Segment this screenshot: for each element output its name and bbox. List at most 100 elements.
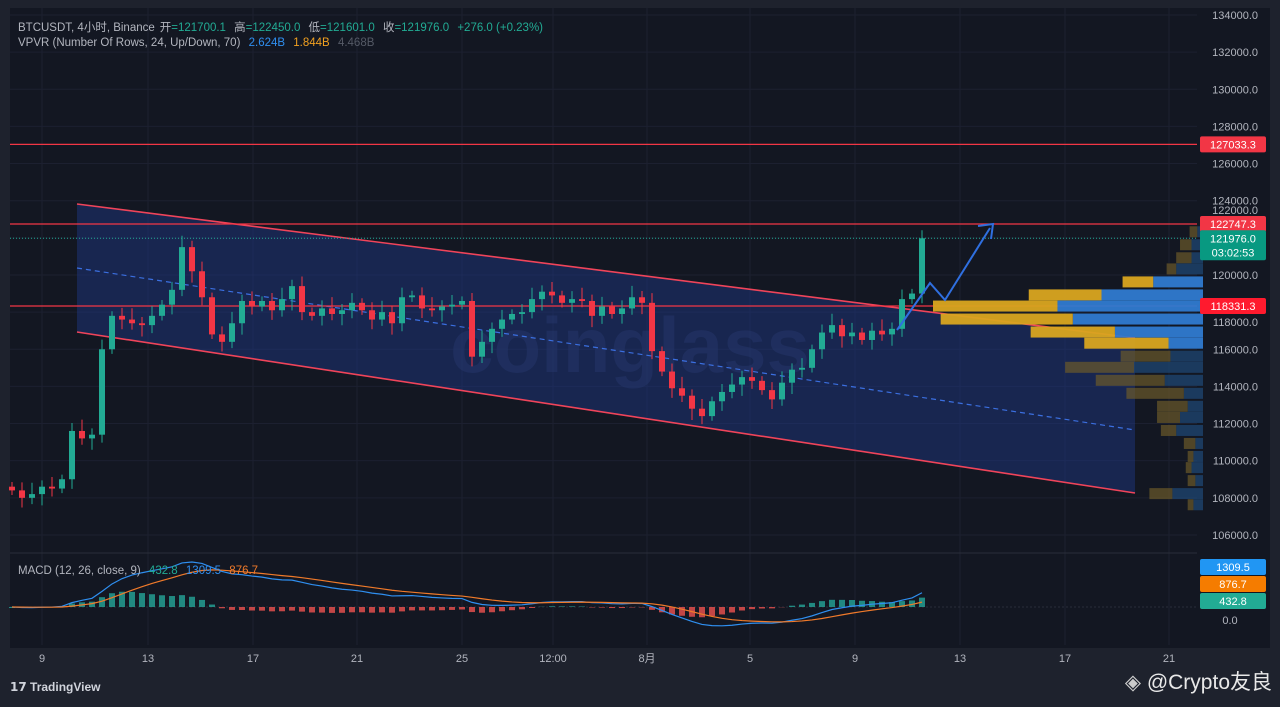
symbol-info: BTCUSDT, 4小时, Binance [18, 22, 155, 34]
vpvr-down-bar [1183, 437, 1196, 449]
macd-histogram-bar [749, 607, 755, 610]
macd-histogram-bar [89, 601, 95, 607]
macd-line [11, 561, 923, 627]
vpvr-down-bar [1120, 350, 1171, 362]
macd-histogram-bar [849, 600, 855, 607]
vpvr-up-bar [1183, 387, 1203, 399]
candle-body [849, 332, 855, 337]
candle-body [269, 300, 275, 311]
x-tick-label: 9 [39, 653, 45, 665]
y-tick-label: 128000.0 [1212, 121, 1258, 133]
candle-body [689, 395, 695, 409]
candle-body [519, 312, 525, 314]
vpvr-up-bar [1164, 374, 1203, 386]
macd-histogram-bar [729, 607, 735, 613]
candle-body [809, 349, 815, 368]
vpvr-up-bar [1191, 462, 1203, 474]
candle-body [359, 302, 365, 311]
y-tick-label: 110000.0 [1213, 456, 1258, 468]
candle-body [819, 332, 825, 350]
macd-histogram-bar [819, 601, 825, 607]
vpvr-down-bar [1187, 450, 1194, 462]
macd-histogram-bar [279, 607, 285, 612]
macd-histogram-bar [119, 591, 125, 607]
candle-body [189, 247, 195, 272]
candle-body [229, 323, 235, 342]
vpvr-down-bar [1189, 226, 1198, 238]
macd-histogram-bar [429, 607, 435, 611]
vpvr-down-bar [1030, 326, 1115, 338]
candle-body [709, 401, 715, 417]
candle-body [769, 390, 775, 400]
tradingview-logo[interactable]: 𝟭𝟳 TradingView [10, 680, 101, 694]
macd-histogram-bar [419, 607, 425, 611]
macd-histogram-bar [619, 607, 625, 609]
tradingview-icon: 𝟭𝟳 [10, 680, 31, 694]
candle-body [569, 299, 575, 303]
macd-histogram-bar [609, 607, 615, 609]
macd-histogram-bar [549, 606, 555, 607]
macd-histogram-bar [409, 607, 415, 611]
macd-histogram-bar [149, 594, 155, 607]
level-low-tag: 118331.3 [1210, 301, 1255, 313]
macd-histogram-bar [699, 607, 705, 618]
vpvr-down-bar [1157, 400, 1188, 412]
candle-body [249, 300, 255, 307]
candle-body [919, 238, 925, 294]
candle-body [449, 304, 455, 307]
macd-tag-bg [1200, 559, 1266, 575]
x-tick-label: 17 [1059, 653, 1071, 665]
vpvr-up-bar [1153, 276, 1203, 288]
candle-body [429, 308, 435, 311]
level-mid-tag: 122747.3 [1210, 219, 1256, 231]
candle-body [699, 408, 705, 417]
binance-icon: ◈ [1124, 671, 1141, 694]
candle-body [669, 371, 675, 389]
high-value: =122450.0 [245, 22, 301, 34]
x-tick-label: 13 [142, 653, 154, 665]
macd-histogram-bar [219, 607, 225, 609]
channel-lower-line [76, 331, 1136, 494]
macd-histogram-bar [159, 595, 165, 607]
macd-legend[interactable]: MACD (12, 26, close, 9) 432.8 1309.5 876… [18, 565, 259, 577]
level-high-tag-bg [1200, 136, 1266, 153]
macd-histogram-bar [889, 602, 895, 607]
symbol-legend: BTCUSDT, 4小时, Binance 开=121700.1 高=122450… [18, 22, 543, 34]
vpvr-up-bar [1191, 252, 1203, 264]
candle-body [329, 308, 335, 314]
vpvr-up-bar [1168, 337, 1203, 349]
macd-histogram-bar [139, 593, 145, 607]
y-tick-label: 120000.0 [1212, 270, 1258, 282]
macd-zero-label: 0.0 [1222, 615, 1237, 627]
macd-histogram-bar [269, 607, 275, 612]
candle-body [99, 349, 105, 435]
candle-body [789, 369, 795, 383]
macd-histogram-bar [769, 607, 775, 609]
macd-histogram-bar [569, 606, 575, 607]
last-price-tag-bg [1200, 230, 1266, 261]
vpvr-down-bar [940, 313, 1073, 325]
close-value: =121976.0 [394, 22, 450, 34]
macd-histogram-bar [359, 607, 365, 613]
candle-body [469, 300, 475, 357]
vpvr-legend[interactable]: VPVR (Number Of Rows, 24, Up/Down, 70) 2… [18, 37, 375, 49]
candle-body [369, 310, 375, 320]
macd-histogram-bar [199, 599, 205, 607]
macd-histogram-bar [489, 607, 495, 613]
macd-histogram-bar [309, 607, 315, 613]
candle-body [169, 289, 175, 305]
candle-body [89, 434, 95, 439]
candle-body [59, 479, 65, 489]
vpvr-up-bar [1134, 361, 1203, 373]
vpvr-up-bar [1187, 400, 1203, 412]
candle-body [489, 328, 495, 342]
projection-arrow [896, 227, 991, 331]
candle-body [889, 328, 895, 335]
candle-body [879, 330, 885, 335]
candle-body [19, 490, 25, 498]
vpvr-up-bar [1195, 437, 1203, 449]
vpvr-down-bar [1065, 361, 1135, 373]
macd-histogram-bar [339, 607, 345, 613]
y-tick-label: 114000.0 [1213, 381, 1258, 393]
